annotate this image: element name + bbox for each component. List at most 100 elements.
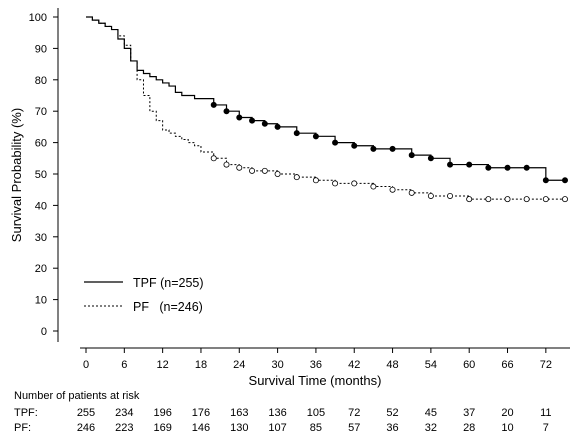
tpf-censor-mark <box>370 145 377 152</box>
pf-censor-mark <box>236 164 243 171</box>
x-tick-label: 6 <box>121 359 127 371</box>
tpf-censor-mark <box>542 177 549 184</box>
y-ticks: 0 10 20 30 40 50 60 70 80 90 100 <box>29 12 58 338</box>
tpf-censor-mark <box>261 120 268 127</box>
y-tick-label: 10 <box>35 295 47 307</box>
risk-value: 196 <box>153 407 171 419</box>
risk-value: 10 <box>501 422 513 434</box>
tpf-censor-mark <box>447 161 454 168</box>
tpf-censor-mark <box>210 101 217 108</box>
pf-censor-mark <box>485 196 492 203</box>
pf-censor-mark <box>466 196 473 203</box>
risk-value: 45 <box>425 407 437 419</box>
x-tick-label: 18 <box>195 359 207 371</box>
y-tick-label: 100 <box>29 12 47 24</box>
tpf-censor-mark <box>332 139 339 146</box>
y-tick-label: 0 <box>41 326 47 338</box>
x-axis-title: Survival Time (months) <box>249 373 382 388</box>
risk-value: 223 <box>115 422 133 434</box>
x-tick-label: 0 <box>83 359 89 371</box>
survival-curves <box>86 16 565 200</box>
tpf-censor-mark <box>466 161 473 168</box>
pf-censor-mark <box>447 192 454 199</box>
risk-value: 234 <box>115 407 133 419</box>
risk-value: 52 <box>386 407 398 419</box>
tpf-censor-mark <box>312 133 319 140</box>
tpf-censor-mark <box>293 130 300 137</box>
pf-censor-mark <box>408 189 415 196</box>
x-tick-label: 36 <box>310 359 322 371</box>
pf-censor-mark <box>332 180 339 187</box>
tpf-censor-mark <box>351 142 358 149</box>
pf-curve <box>86 16 565 200</box>
risk-value: 105 <box>307 407 325 419</box>
pf-censor-mark <box>210 155 217 162</box>
y-axis-title: Survival Probability (%) <box>9 108 24 242</box>
legend-label-pf: PF (n=246) <box>133 300 203 314</box>
x-tick-label: 12 <box>157 359 169 371</box>
risk-value: 72 <box>348 407 360 419</box>
y-tick-label: 90 <box>35 43 47 55</box>
risk-value: 32 <box>425 422 437 434</box>
risk-value: 11 <box>540 407 551 419</box>
pf-censor-mark <box>562 196 569 203</box>
legend: TPF (n=255) PF (n=246) <box>84 276 204 314</box>
pf-censor-mark <box>274 170 281 177</box>
tpf-censor-mark <box>485 164 492 171</box>
risk-value: 246 <box>77 422 95 434</box>
risk-value: 130 <box>230 422 248 434</box>
pf-censor-mark <box>370 183 377 190</box>
pf-censor-mark <box>389 186 396 193</box>
y-tick-label: 80 <box>35 75 47 87</box>
tpf-censor-mark <box>249 117 256 124</box>
risk-value: 20 <box>501 407 513 419</box>
y-tick-label: 20 <box>35 263 47 275</box>
pf-censor-mark <box>523 196 530 203</box>
risk-value: 28 <box>463 422 475 434</box>
y-tick-label: 40 <box>35 200 47 212</box>
y-tick-label: 30 <box>35 232 47 244</box>
axes <box>57 8 570 349</box>
tpf-censor-mark <box>236 114 243 121</box>
risk-value: 36 <box>386 422 398 434</box>
censor-marks <box>210 101 569 203</box>
risk-value: 169 <box>153 422 171 434</box>
risk-value: 176 <box>192 407 210 419</box>
tpf-censor-mark <box>274 123 281 130</box>
tpf-censor-mark <box>389 145 396 152</box>
x-tick-label: 42 <box>348 359 360 371</box>
pf-censor-mark <box>293 174 300 181</box>
risk-value: 7 <box>543 422 549 434</box>
x-ticks: 0 6 12 18 24 30 36 42 48 54 60 66 72 <box>83 348 552 371</box>
risk-value: 146 <box>192 422 210 434</box>
legend-label-tpf: TPF (n=255) <box>133 276 204 290</box>
tpf-censor-mark <box>562 177 569 184</box>
x-tick-label: 54 <box>425 359 437 371</box>
y-tick-label: 50 <box>35 169 47 181</box>
risk-value: 255 <box>77 407 95 419</box>
risk-row-label: PF: <box>14 422 31 434</box>
x-tick-label: 24 <box>233 359 245 371</box>
pf-censor-mark <box>504 196 511 203</box>
tpf-censor-mark <box>427 155 434 162</box>
y-tick-label: 60 <box>35 138 47 150</box>
pf-censor-mark <box>427 192 434 199</box>
x-tick-label: 60 <box>463 359 475 371</box>
risk-value: 57 <box>348 422 360 434</box>
pf-censor-mark <box>312 177 319 184</box>
x-tick-label: 30 <box>271 359 283 371</box>
risk-value: 107 <box>268 422 286 434</box>
x-tick-label: 66 <box>501 359 513 371</box>
tpf-censor-mark <box>408 152 415 159</box>
tpf-censor-mark <box>223 108 230 115</box>
tpf-curve <box>86 16 565 181</box>
risk-value: 85 <box>310 422 322 434</box>
y-tick-label: 70 <box>35 106 47 118</box>
pf-censor-mark <box>351 180 358 187</box>
tpf-censor-mark <box>504 164 511 171</box>
risk-table: TPF: 255 234 196 176 163 136 105 72 52 45 37 20 11 PF:… <box>14 407 552 434</box>
x-tick-label: 48 <box>386 359 398 371</box>
pf-censor-mark <box>261 167 268 174</box>
tpf-censor-mark <box>523 164 530 171</box>
